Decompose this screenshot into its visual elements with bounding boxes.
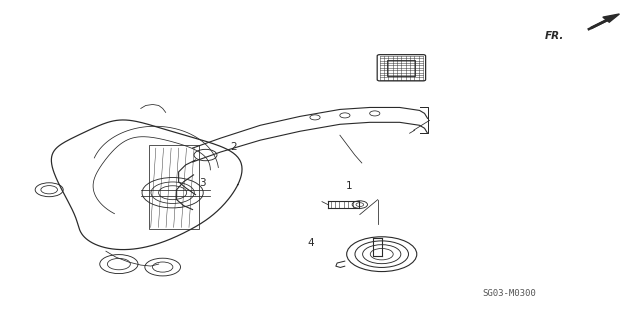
Polygon shape: [603, 14, 620, 22]
Text: 2: 2: [230, 142, 237, 152]
Text: 1: 1: [346, 182, 352, 191]
FancyArrowPatch shape: [591, 17, 613, 28]
Text: 4: 4: [307, 238, 314, 248]
Text: SG03-M0300: SG03-M0300: [483, 289, 536, 298]
Text: FR.: FR.: [545, 31, 564, 41]
Text: 3: 3: [199, 178, 205, 188]
